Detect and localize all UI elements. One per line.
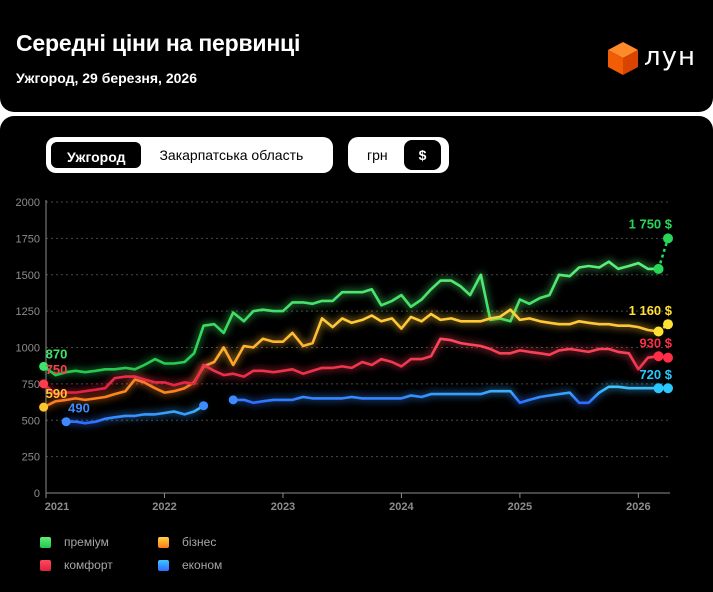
series-markers: [39, 233, 673, 427]
currency-toggle: грн $: [348, 137, 449, 173]
y-tick-label: 2000: [16, 197, 40, 209]
currency-option-uah[interactable]: грн: [367, 147, 388, 163]
y-tick-label: 1250: [16, 306, 40, 318]
start-marker-premium: [39, 361, 49, 371]
start-label-economy: 490: [68, 401, 90, 416]
last-marker-comfort[interactable]: [653, 351, 664, 362]
currency-option-usd[interactable]: $: [403, 140, 442, 170]
y-tick-label: 500: [22, 415, 40, 427]
legend-label-business: бізнес: [182, 535, 217, 549]
x-tick-label: 2021: [45, 501, 69, 513]
y-tick-label: 1750: [16, 233, 40, 245]
logo-text: лун: [644, 42, 697, 72]
legend-swatch-business: [158, 536, 169, 548]
x-tick-label: 2024: [389, 501, 414, 513]
start-marker-economy: [61, 417, 71, 427]
y-tick-label: 0: [34, 488, 40, 500]
region-option-city[interactable]: Ужгород: [49, 140, 144, 170]
gap-marker-economy: [228, 395, 238, 405]
x-tick-label: 2026: [626, 501, 650, 513]
series-line-premium[interactable]: [42, 260, 660, 377]
end-marker-premium[interactable]: [663, 233, 673, 244]
series-line-comfort[interactable]: [42, 337, 660, 396]
end-label-premium: 1 750 $: [629, 216, 673, 231]
series-line-economy[interactable]: [231, 385, 660, 405]
y-tick-label: 750: [22, 379, 40, 391]
page-title: Середні ціни на первинці: [16, 30, 301, 56]
end-marker-economy[interactable]: [663, 383, 673, 394]
start-label-comfort: 750: [46, 362, 68, 377]
series-line-business[interactable]: [42, 308, 660, 409]
end-label-business: 1 160 $: [629, 303, 673, 318]
page-subtitle: Ужгород, 29 березня, 2026: [16, 70, 197, 86]
legend-swatch-comfort: [40, 559, 51, 571]
series-line-economy[interactable]: [64, 404, 205, 425]
end-label-comfort: 930 $: [639, 336, 672, 351]
legend-label-comfort: комфорт: [64, 558, 113, 572]
cube-icon: [608, 42, 638, 75]
start-marker-business: [39, 402, 49, 412]
y-axis: 0 250 500 750 1000 1250 1500 1750 2000: [16, 197, 47, 500]
series-labels: 870 1 750 $ 590 1 160 $ 750 930 $ 490 720 $: [46, 216, 673, 415]
end-marker-comfort[interactable]: [663, 352, 673, 363]
x-axis: 2021 2022 2023 2024 2025 2026: [45, 492, 670, 513]
last-marker-business[interactable]: [653, 326, 664, 337]
legend-swatch-premium: [40, 536, 51, 548]
region-toggle: Ужгород Закарпатська область: [46, 137, 333, 173]
grid: [46, 201, 668, 458]
x-tick-label: 2025: [508, 501, 532, 513]
forecast-connector-premium: [657, 238, 670, 270]
region-option-oblast[interactable]: Закарпатська область: [159, 147, 304, 163]
brand-logo[interactable]: лун: [606, 40, 702, 78]
legend-item-premium[interactable]: преміум: [40, 535, 109, 549]
y-tick-label: 1000: [16, 343, 40, 355]
end-marker-business[interactable]: [663, 319, 673, 330]
legend-label-economy: економ: [182, 558, 223, 572]
x-tick-label: 2022: [152, 501, 176, 513]
header: Середні ціни на первинці Ужгород, 29 бер…: [0, 0, 713, 112]
legend-swatch-economy: [158, 559, 169, 571]
start-marker-comfort: [39, 379, 49, 389]
series-lines: [42, 238, 670, 425]
x-tick-label: 2023: [271, 501, 295, 513]
legend-item-economy[interactable]: економ: [158, 558, 222, 572]
end-label-economy: 720 $: [639, 367, 672, 382]
y-tick-label: 1500: [16, 270, 40, 282]
start-label-business: 590: [46, 386, 68, 401]
last-marker-premium[interactable]: [653, 263, 664, 274]
legend-item-comfort[interactable]: комфорт: [40, 558, 113, 572]
y-tick-label: 250: [22, 452, 40, 464]
legend-item-business[interactable]: бізнес: [158, 535, 216, 549]
gap-marker-economy: [199, 401, 209, 411]
start-label-premium: 870: [46, 346, 68, 361]
last-marker-economy[interactable]: [653, 383, 664, 394]
legend-label-premium: преміум: [64, 535, 109, 549]
chart-panel: [0, 116, 713, 592]
